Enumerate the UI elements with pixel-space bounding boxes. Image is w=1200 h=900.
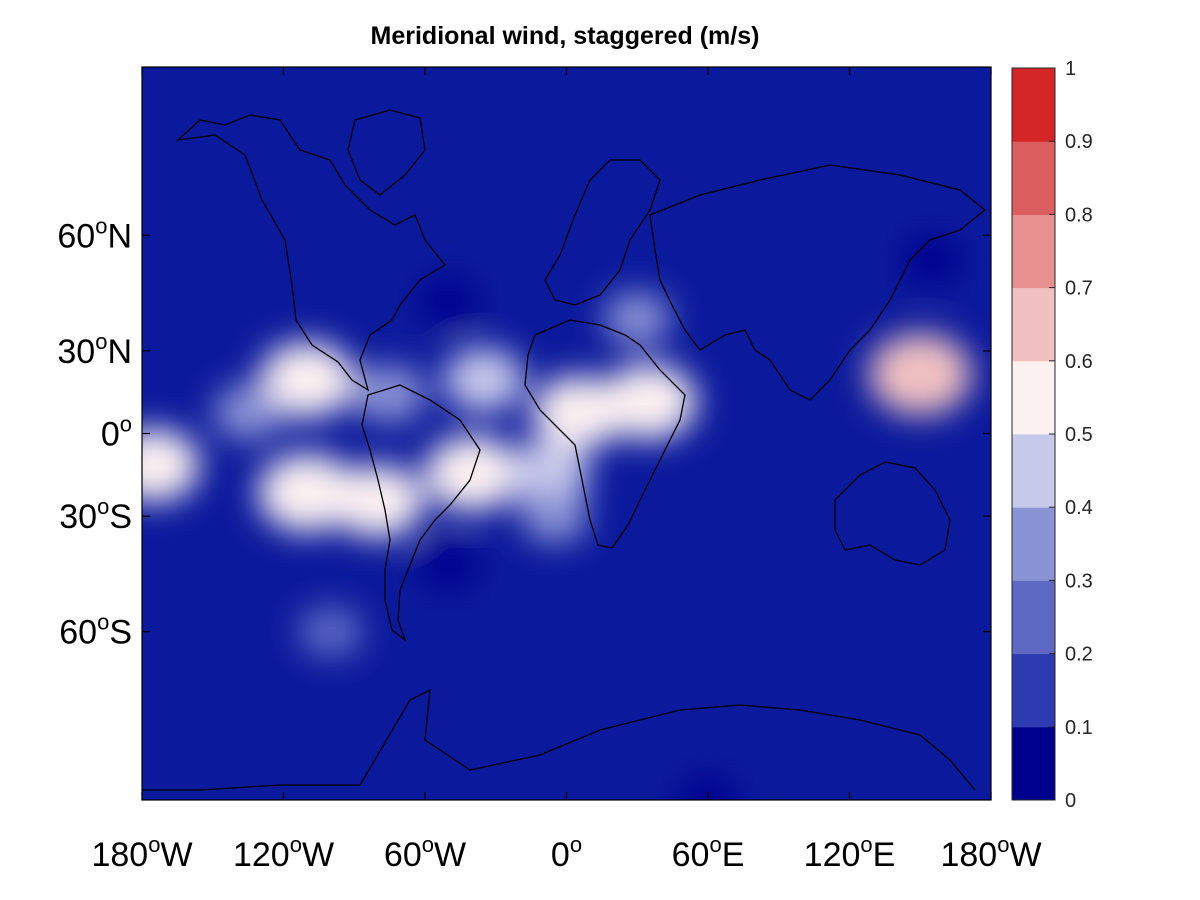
contour-feature-14: [901, 235, 963, 285]
y-tick-label: 30oS: [59, 494, 132, 536]
colorbar-tick-label: 0.6: [1065, 351, 1093, 373]
colorbar-segment: [1012, 68, 1055, 142]
colorbar: 0 0.1 0.2 0.3 0.4 0.5 0.6 0.7 0.8 0.9 1: [1011, 58, 1093, 812]
colorbar-tick-label: 0.8: [1065, 204, 1093, 226]
coast-antarctica: [142, 688, 976, 791]
x-tick-label: 60oW: [384, 832, 466, 874]
coast-asia: [649, 164, 987, 401]
contour-feature-10: [505, 439, 590, 507]
coast-south-america: [361, 384, 481, 642]
contour-feature-5: [868, 333, 972, 416]
colorbar-segment: [1012, 580, 1055, 655]
colorbar-segment: [1012, 141, 1055, 215]
contour-field: [142, 67, 991, 800]
contour-feature-17: [417, 541, 480, 591]
x-tick-label: 180oW: [940, 832, 1041, 874]
coast-africa: [524, 319, 686, 549]
contour-feature-2: [443, 347, 525, 413]
contour-feature-0: [259, 341, 355, 418]
plot-title: Meridional wind, staggered (m/s): [370, 22, 760, 50]
contour-feature-3: [532, 375, 625, 450]
contour-feature-13: [603, 291, 671, 346]
coastlines: [142, 109, 987, 791]
contour-feature-6: [142, 428, 200, 502]
contour-feature-11: [213, 384, 283, 441]
contour-feature-15: [298, 605, 363, 658]
x-tick-marks: [141, 67, 992, 800]
x-tick-label: 120oE: [804, 832, 896, 874]
colorbar-tick-label: 0.2: [1065, 644, 1093, 666]
x-tick-label: 0o: [551, 832, 582, 874]
colorbar-segment: [1012, 653, 1055, 728]
contour-feature-1: [353, 364, 426, 423]
colorbar-tick-label: 0.3: [1065, 570, 1093, 592]
coast-australia: [834, 461, 951, 566]
contour-feature-16: [677, 775, 739, 800]
colorbar-tick-label: 0.1: [1065, 717, 1093, 739]
contour-feature-12: [521, 489, 589, 543]
y-tick-label: 60oS: [59, 610, 132, 652]
x-tick-label: 180oW: [91, 832, 192, 874]
contour-feature-8: [332, 464, 424, 538]
colorbar-tick-label: 0.7: [1065, 278, 1093, 300]
y-tick-label: 0o: [101, 412, 132, 454]
colorbar-segment: [1012, 507, 1055, 581]
y-tick-labels: 60oN 30oN 0o 30oS 60oS: [57, 213, 132, 651]
y-tick-label: 60oN: [57, 213, 132, 255]
colorbar-segment: [1012, 726, 1055, 801]
y-tick-marks: [142, 234, 991, 633]
x-tick-label: 120oW: [233, 832, 334, 874]
colorbar-tick-label: 1: [1065, 58, 1076, 80]
x-tick-label: 60oE: [672, 832, 745, 874]
colorbar-tick-label: 0.5: [1065, 424, 1093, 446]
colorbar-segment: [1012, 214, 1055, 289]
coast-greenland: [347, 109, 426, 196]
colorbar-segment: [1012, 434, 1055, 508]
coast-europe: [544, 159, 661, 306]
contour-feature-18: [417, 276, 480, 326]
contour-feature-4: [601, 363, 697, 440]
y-tick-label: 30oN: [57, 329, 132, 371]
coast-north-america: [176, 114, 446, 392]
colorbar-tick-label: 0.9: [1065, 131, 1093, 153]
colorbar-segment: [1012, 287, 1055, 362]
contour-feature-7: [257, 453, 357, 533]
colorbar-tick-label: 0: [1065, 790, 1076, 812]
x-tick-labels: 180oW 120oW 60oW 0o 60oE 120oE 180oW: [91, 832, 1041, 874]
colorbar-segment: [1012, 360, 1055, 435]
colorbar-tick-label: 0.4: [1065, 497, 1093, 519]
